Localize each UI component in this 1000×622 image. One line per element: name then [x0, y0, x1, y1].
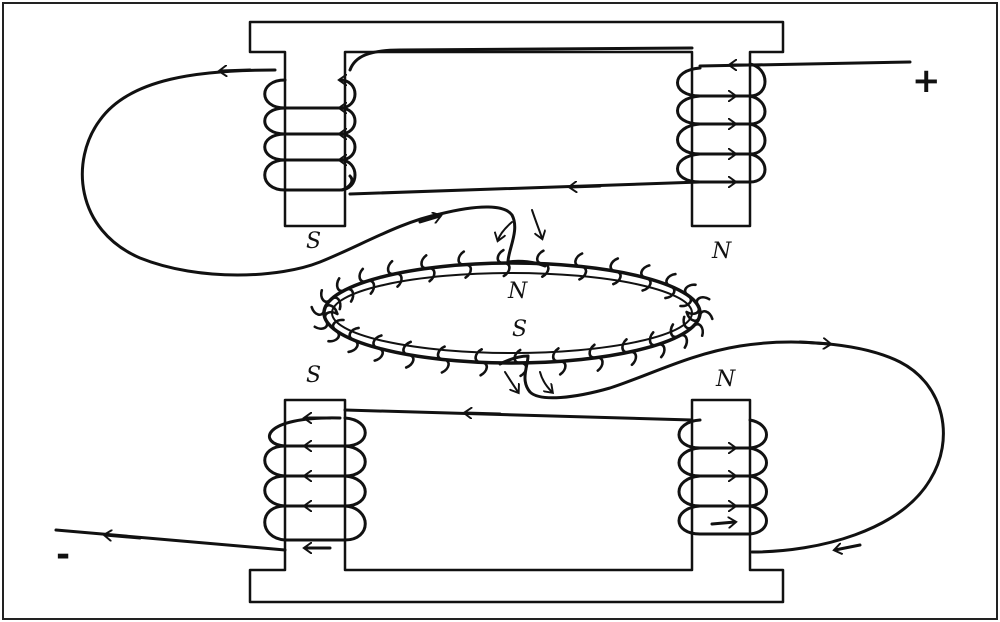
upper-left-loop	[80, 68, 517, 277]
upper-right-pole-label: N	[711, 239, 732, 264]
upper-right-coil	[676, 62, 767, 182]
armature-winding-loop	[609, 257, 622, 286]
armature-winding-loop	[621, 338, 638, 367]
armature-winding-loop	[685, 309, 714, 323]
armature-winding-loop	[358, 267, 376, 295]
armature-winding-loop	[669, 323, 689, 349]
armature-winding-loop	[436, 345, 450, 374]
armature-top-pole-label: N	[507, 279, 528, 304]
armature-winding-loop	[319, 289, 342, 311]
armature-winding-loop	[588, 343, 604, 372]
armature-winding-loop	[679, 283, 697, 308]
upper-field-magnet	[248, 20, 785, 228]
armature-winding-loop	[386, 259, 403, 288]
armature-winding-loop	[664, 272, 677, 300]
upper-wires	[80, 46, 912, 277]
negative-terminal-label: -	[56, 535, 70, 575]
upper-left-coil	[263, 80, 357, 192]
armature-winding-loop	[496, 248, 511, 278]
armature-winding-loop	[640, 264, 652, 292]
lower-right-coil	[677, 418, 768, 536]
armature-winding-loop	[310, 303, 339, 317]
lower-yoke	[248, 398, 785, 604]
armature-winding-loop	[535, 249, 550, 278]
armature-winding-loop	[313, 310, 339, 330]
armature-winding-loop	[457, 250, 473, 279]
armature-winding-loop	[402, 340, 415, 369]
armature-winding-loop	[682, 315, 705, 337]
upper-cross-wire-bottom	[348, 180, 702, 196]
upper-yoke	[248, 20, 785, 228]
lower-right-loop	[523, 340, 945, 554]
lower-left-coil	[263, 418, 367, 548]
positive-terminal-label: +	[912, 61, 941, 101]
armature-winding-loop	[420, 254, 436, 283]
lower-field-magnet	[248, 398, 785, 604]
brush-arrows-bottom	[504, 371, 552, 392]
lower-wires	[54, 340, 945, 554]
armature-winding-loop	[327, 318, 345, 343]
lower-left-pole-label: S	[306, 363, 321, 388]
armature-bottom-pole-label: S	[512, 317, 527, 342]
armature-winding-loop	[474, 348, 489, 377]
lower-right-pole-label: N	[715, 367, 736, 392]
armature-winding-loop	[335, 277, 355, 303]
armature-winding-loop	[574, 252, 588, 281]
negative-lead	[54, 528, 287, 552]
upper-cross-wire-top	[348, 46, 694, 72]
armature-windings	[310, 248, 714, 378]
armature-winding-loop	[347, 326, 360, 354]
brush-arrows-top	[498, 209, 542, 240]
armature-winding-loop	[551, 347, 567, 376]
armature-winding-loop	[685, 296, 711, 316]
armature-winding-loop	[372, 334, 384, 362]
lower-cross-wire	[343, 408, 694, 422]
upper-left-pole-label: S	[306, 229, 321, 254]
armature-winding-loop	[648, 331, 666, 359]
